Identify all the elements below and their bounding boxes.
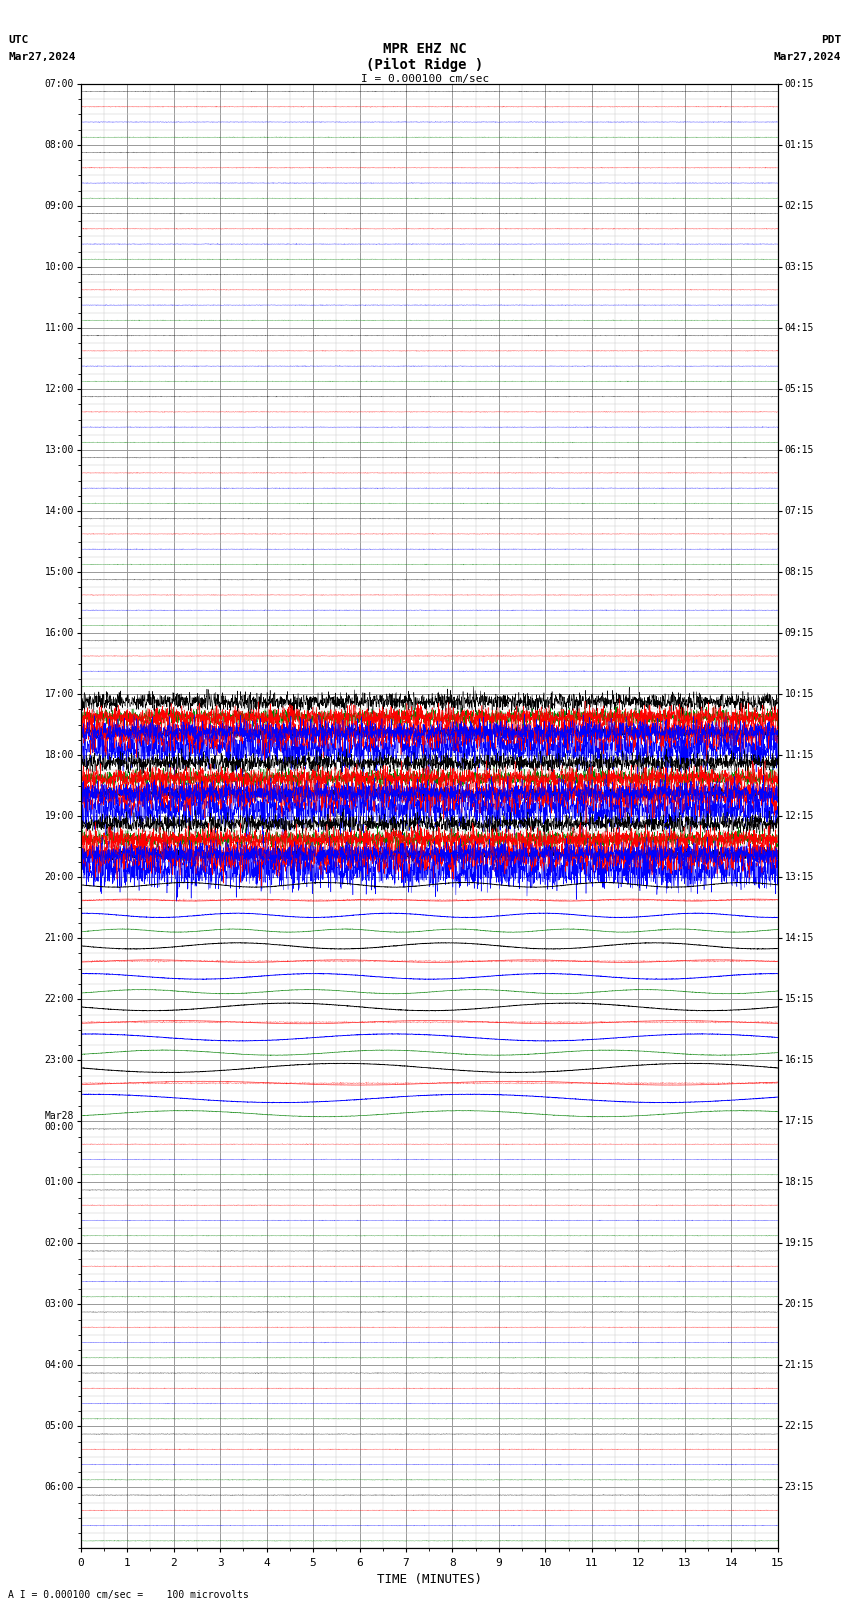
Text: Mar27,2024: Mar27,2024 <box>8 52 76 61</box>
Text: PDT: PDT <box>821 35 842 45</box>
Text: UTC: UTC <box>8 35 29 45</box>
Text: MPR EHZ NC: MPR EHZ NC <box>383 42 467 56</box>
Text: Mar27,2024: Mar27,2024 <box>774 52 842 61</box>
Text: I = 0.000100 cm/sec: I = 0.000100 cm/sec <box>361 74 489 84</box>
Text: (Pilot Ridge ): (Pilot Ridge ) <box>366 58 484 73</box>
X-axis label: TIME (MINUTES): TIME (MINUTES) <box>377 1573 482 1586</box>
Text: A I = 0.000100 cm/sec =    100 microvolts: A I = 0.000100 cm/sec = 100 microvolts <box>8 1590 249 1600</box>
